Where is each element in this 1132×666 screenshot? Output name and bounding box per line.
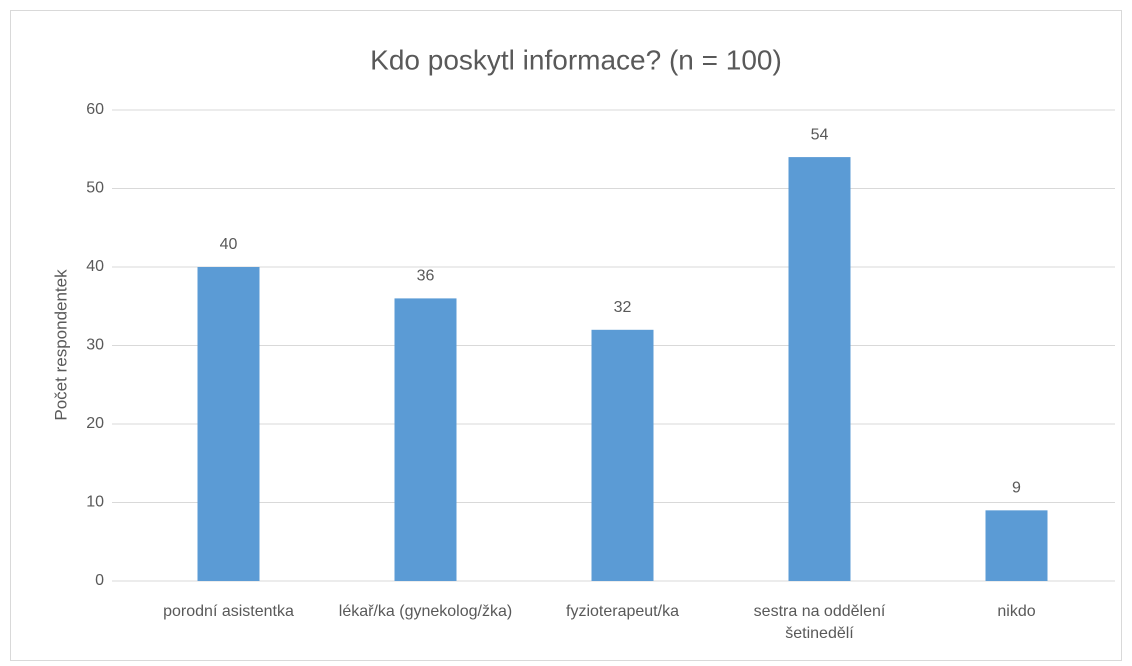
x-tick-label: fyzioterapeut/ka (566, 603, 679, 620)
bar (985, 510, 1048, 581)
y-tick-label: 40 (86, 258, 104, 275)
data-label: 9 (1012, 480, 1021, 497)
y-axis-label: Počet respondentek (51, 269, 70, 421)
y-tick-label: 50 (86, 180, 104, 197)
data-label: 36 (417, 268, 435, 285)
data-label: 54 (811, 126, 829, 143)
x-tick-label: lékař/ka (gynekolog/žka) (338, 603, 513, 620)
y-tick-label: 20 (86, 415, 104, 432)
bar (197, 267, 260, 581)
data-label: 32 (614, 299, 632, 316)
chart-frame (10, 10, 1122, 661)
x-tick-label: porodní asistentka (163, 603, 294, 620)
y-tick-label: 30 (86, 337, 104, 354)
bar (591, 329, 654, 581)
bar (788, 157, 851, 581)
y-tick-label: 60 (86, 101, 104, 118)
bar (394, 298, 457, 581)
x-tick-label: sestra na oddělení šetinedělí (753, 603, 886, 642)
chart-title: Kdo poskytl informace? (n = 100) (370, 44, 782, 75)
y-tick-label: 0 (95, 572, 104, 589)
x-tick-label: nikdo (997, 603, 1036, 620)
y-tick-label: 10 (86, 494, 104, 511)
data-label: 40 (220, 236, 238, 253)
